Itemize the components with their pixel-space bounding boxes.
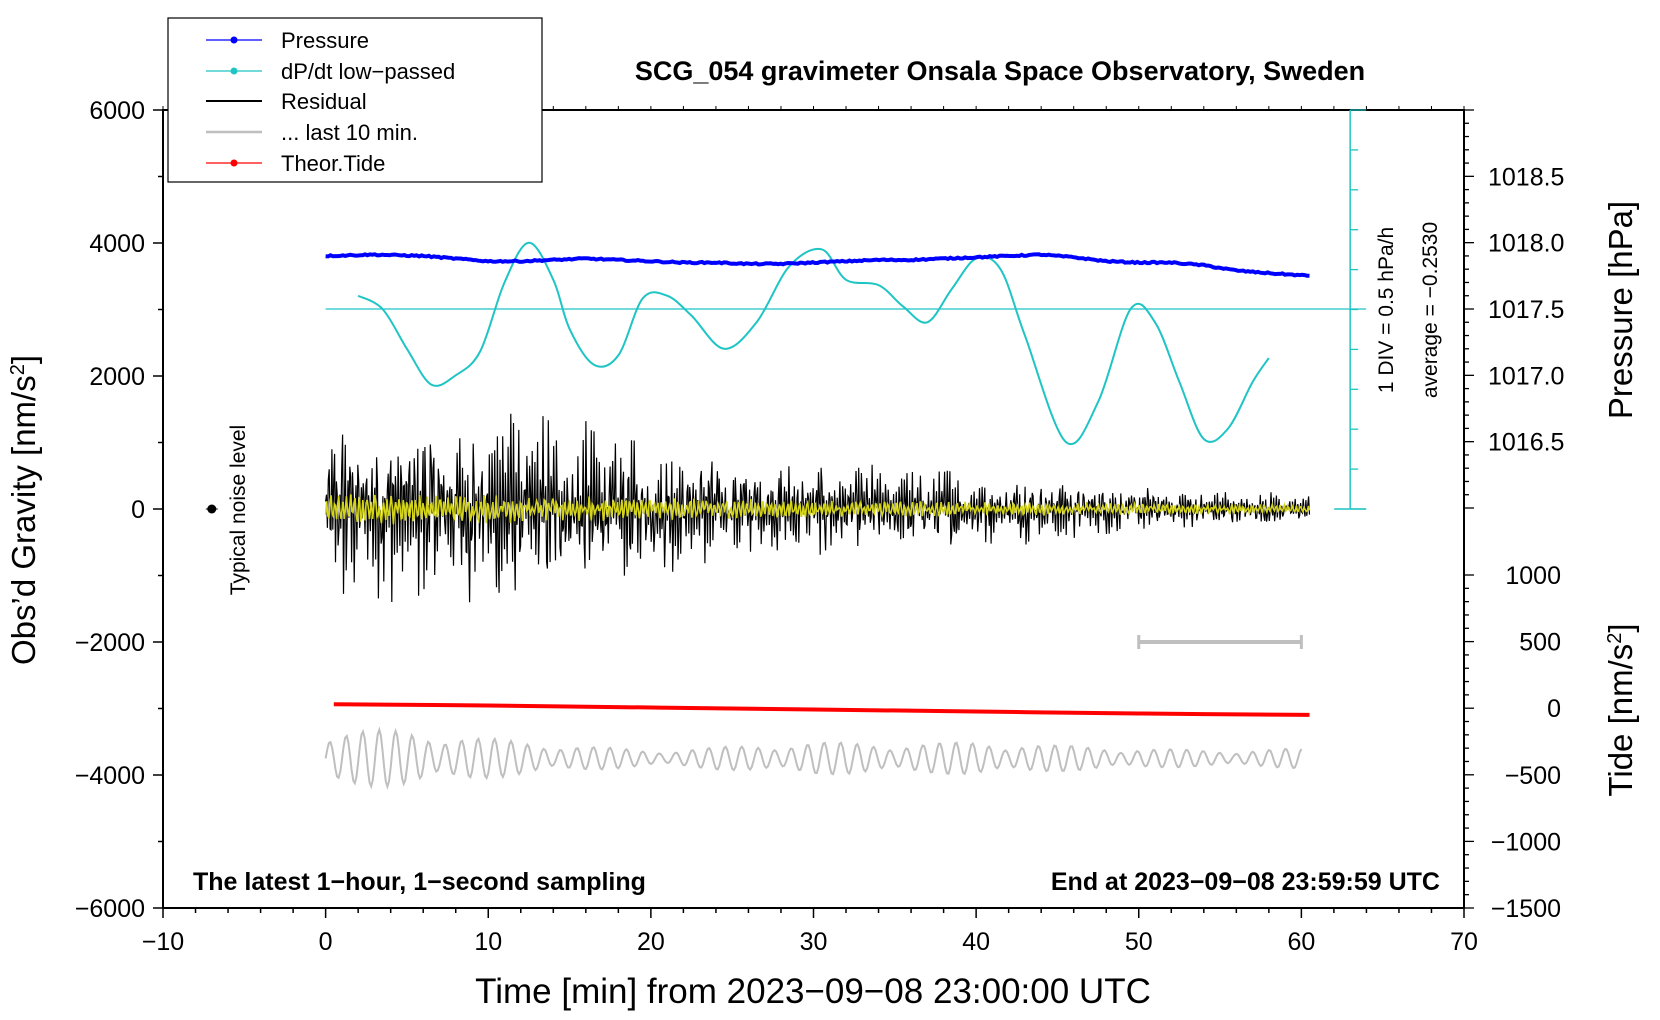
legend-label-pressure: Pressure (281, 28, 369, 53)
legend: Pressure dP/dt low−passed Residual ... l… (167, 17, 543, 183)
tide-tick-label: −1500 (1491, 895, 1561, 923)
pressure-tick-label: 1016.5 (1488, 429, 1564, 457)
y-axis-pressure-label: Pressure [hPa] (1602, 201, 1639, 419)
pressure-tick-label: 1018.0 (1488, 230, 1564, 258)
legend-item-last10: ... last 10 min. (206, 120, 418, 145)
tide-tick-label: −1000 (1491, 828, 1561, 856)
series-residual (325, 413, 1311, 603)
series-dpdt (357, 241, 1270, 445)
noise-level-label: Typical noise level (227, 425, 250, 595)
series-last-10-min (324, 726, 1303, 791)
legend-marker-dpdt (230, 67, 238, 75)
legend-item-dpdt: dP/dt low−passed (206, 59, 455, 84)
y-tick-label: 2000 (89, 363, 145, 391)
annotation-right: End at 2023−09−08 23:59:59 UTC (1051, 868, 1440, 896)
legend-marker-pressure (230, 36, 238, 44)
y-axis-tide-label-sup: 2 (1604, 633, 1626, 644)
y-tick-label: 4000 (89, 230, 145, 258)
y-tick-label: −4000 (75, 762, 145, 790)
series-residual-filtered (324, 494, 1311, 525)
pressure-scale-div-label: 1 DIV = 0.5 hPa/h (1375, 227, 1398, 393)
series-pressure (325, 252, 1310, 278)
legend-item-residual: Residual (206, 89, 367, 114)
legend-marker-tide (230, 159, 238, 167)
pressure-tick-label: 1017.5 (1488, 296, 1564, 324)
x-tick-label: 40 (962, 928, 990, 956)
y-axis-tide-label-end: ] (1602, 623, 1639, 632)
series-layer (205, 241, 1311, 791)
y-axis-tide-label-base: Tide [nm/s (1602, 644, 1639, 797)
legend-label-residual: Residual (281, 89, 367, 114)
x-tick-label: 70 (1450, 928, 1478, 956)
pressure-tick-label: 1017.0 (1488, 362, 1564, 390)
y-tick-label: −6000 (75, 895, 145, 923)
tide-tick-label: −500 (1505, 762, 1561, 790)
y-axis-left: 6000 4000 2000 0 −2000 −4000 −6000 (75, 97, 163, 923)
y-tick-label: 6000 (89, 97, 145, 125)
legend-label-dpdt: dP/dt low−passed (281, 59, 455, 84)
x-tick-label: 30 (800, 928, 828, 956)
y-axis-tide: 1000 500 0 −500 −1000 −1500 (1464, 562, 1561, 923)
series-theor-tide (333, 702, 1310, 717)
legend-label-last10: ... last 10 min. (281, 120, 418, 145)
pressure-tick-label: 1018.5 (1488, 163, 1564, 191)
x-axis: −10 0 10 20 30 40 50 60 70 (142, 106, 1478, 956)
y-axis-left-label: Obs’d Gravity [nm/s2] (5, 355, 42, 665)
tide-tick-label: 0 (1547, 695, 1561, 723)
pressure-scale-bar (325, 109, 1367, 510)
x-tick-label: 10 (474, 928, 502, 956)
x-tick-label: 60 (1287, 928, 1315, 956)
x-tick-label: −10 (142, 928, 184, 956)
pressure-scale-average-label: average = −0.2530 (1419, 222, 1442, 398)
legend-item-pressure: Pressure (206, 28, 369, 53)
x-axis-label: Time [min] from 2023−09−08 23:00:00 UTC (475, 972, 1151, 1011)
noise-level-marker (207, 504, 217, 514)
legend-label-tide: Theor.Tide (281, 151, 385, 176)
tide-tick-label: 1000 (1505, 562, 1561, 590)
y-axis-left-label-sup: 2 (7, 364, 29, 375)
y-axis-tide-label: Tide [nm/s2] (1602, 623, 1639, 796)
y-axis-left-label-end: ] (5, 355, 42, 364)
x-tick-label: 20 (637, 928, 665, 956)
y-tick-label: 0 (131, 496, 145, 524)
y-tick-label: −2000 (75, 629, 145, 657)
chart-title: SCG_054 gravimeter Onsala Space Observat… (635, 56, 1365, 86)
legend-item-tide: Theor.Tide (206, 151, 385, 176)
tide-tick-label: 500 (1519, 629, 1561, 657)
x-tick-label: 0 (319, 928, 333, 956)
y-axis-left-label-base: Obs’d Gravity [nm/s (5, 375, 42, 665)
annotation-left: The latest 1−hour, 1−second sampling (193, 868, 646, 896)
y-axis-pressure: 1018.5 1018.0 1017.5 1017.0 1016.5 (1464, 109, 1564, 509)
x-tick-label: 50 (1125, 928, 1153, 956)
